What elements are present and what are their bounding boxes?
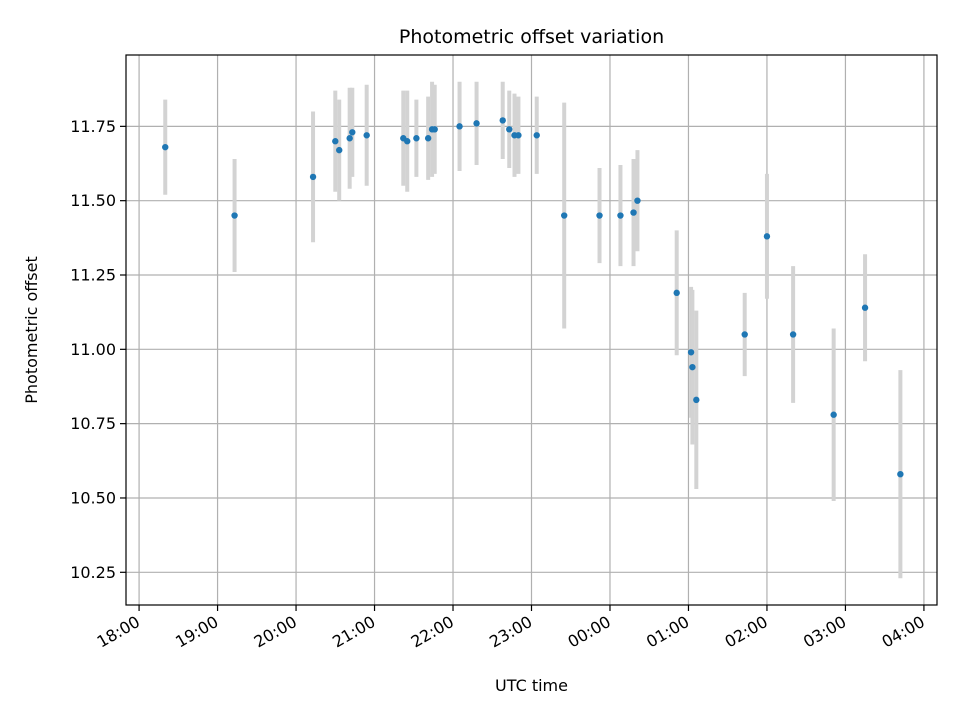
- data-point: [741, 331, 748, 338]
- data-points: [162, 117, 904, 478]
- data-point: [456, 123, 463, 130]
- data-point: [830, 411, 837, 418]
- y-tick-label: 11.00: [70, 340, 116, 359]
- data-point: [413, 135, 420, 142]
- chart-title: Photometric offset variation: [399, 26, 664, 48]
- data-point: [630, 209, 637, 216]
- x-axis-label: UTC time: [495, 676, 568, 695]
- data-point: [346, 135, 353, 142]
- data-point: [349, 129, 356, 136]
- data-point: [763, 233, 771, 240]
- data-point: [693, 396, 700, 404]
- data-point: [404, 138, 411, 145]
- data-point: [533, 132, 540, 139]
- data-point: [431, 126, 438, 133]
- data-point: [162, 143, 169, 151]
- data-point: [561, 212, 568, 219]
- data-point: [861, 304, 869, 311]
- y-axis-label: Photometric offset: [22, 256, 41, 404]
- data-point: [897, 470, 904, 478]
- data-point: [596, 212, 603, 219]
- data-point: [687, 349, 695, 356]
- data-point: [473, 120, 480, 127]
- data-point: [515, 132, 522, 139]
- data-point: [617, 212, 624, 219]
- y-tick-label: 11.75: [70, 117, 116, 136]
- data-point: [506, 126, 513, 133]
- data-point: [309, 173, 317, 181]
- y-tick-label: 11.25: [70, 266, 116, 285]
- data-point: [689, 363, 696, 371]
- data-point: [634, 197, 641, 204]
- grid: [126, 55, 937, 605]
- data-point: [336, 146, 343, 154]
- data-point: [332, 138, 339, 145]
- y-tick-label: 10.75: [70, 414, 116, 433]
- y-tick-label: 10.50: [70, 488, 116, 507]
- data-point: [789, 331, 797, 338]
- y-axis-ticks: 10.25 10.50 10.75 11.00 11.25 11.50 11.75: [70, 117, 126, 582]
- data-point: [231, 212, 238, 219]
- data-point: [499, 117, 506, 124]
- y-tick-label: 10.25: [70, 563, 116, 582]
- data-point: [673, 289, 680, 297]
- data-point: [363, 132, 370, 139]
- data-point: [424, 135, 432, 142]
- y-tick-label: 11.50: [70, 191, 116, 210]
